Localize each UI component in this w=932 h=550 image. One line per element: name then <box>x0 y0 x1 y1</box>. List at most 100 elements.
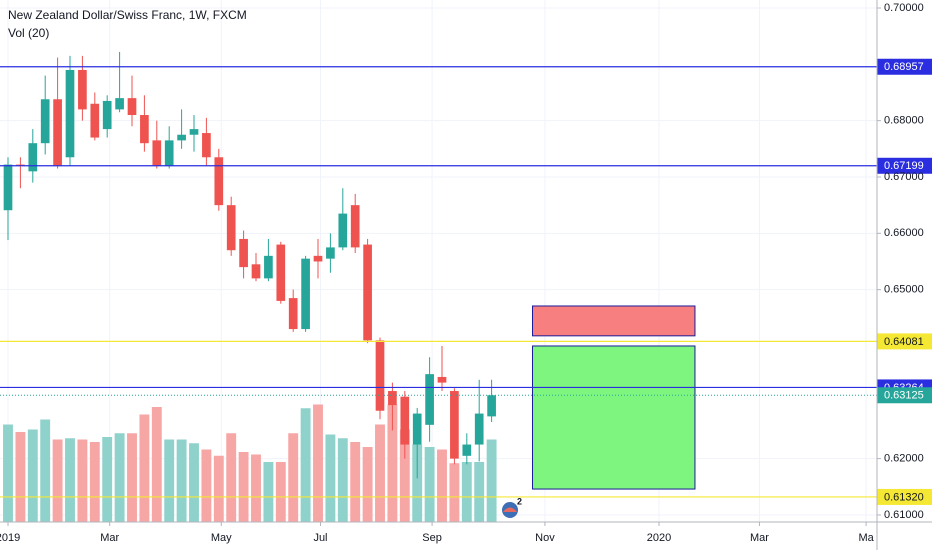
volume-bar <box>151 407 162 522</box>
volume-bar <box>213 455 224 522</box>
volume-bar <box>176 439 187 522</box>
volume-bar <box>226 433 237 522</box>
volume-bar <box>362 447 373 522</box>
candle-body <box>412 413 422 445</box>
candle-body <box>78 69 87 110</box>
candle-body <box>474 413 484 445</box>
candle-body <box>90 103 100 138</box>
volume-bar <box>412 444 423 522</box>
x-tick-label: Mar <box>100 532 119 544</box>
x-tick-label: Sep <box>422 532 442 544</box>
volume-bar <box>89 442 100 522</box>
price-label: 0.63125 <box>884 390 924 402</box>
volume-bar <box>437 449 447 522</box>
volume-bar <box>189 443 199 522</box>
candle-body <box>226 205 236 251</box>
zones <box>532 305 696 490</box>
volume-bar <box>300 408 311 522</box>
volume-bar <box>139 414 150 522</box>
candles <box>3 51 496 479</box>
candle-body <box>437 376 447 383</box>
price-label-bg <box>877 333 932 350</box>
x-tick-label: 2019 <box>0 532 20 544</box>
candle-body <box>127 98 137 116</box>
volume-bar <box>77 439 88 522</box>
candle-body <box>28 143 38 172</box>
price-label: 0.67199 <box>884 160 924 172</box>
price-label: 0.64081 <box>884 336 924 348</box>
volume-bar <box>251 454 261 522</box>
y-tick-label: 0.66000 <box>884 227 924 239</box>
volume-legend: Vol (20) <box>8 26 49 40</box>
candle-body <box>214 157 224 206</box>
candle-body <box>487 395 496 417</box>
candle-body <box>164 140 174 166</box>
candle-body <box>326 247 335 259</box>
candle-body <box>400 396 410 445</box>
volume <box>3 404 497 522</box>
candle-body <box>189 129 199 135</box>
levels: 0.689570.671990.640810.632640.613200.631… <box>0 58 932 505</box>
volume-bar <box>238 452 249 522</box>
volume-bar <box>275 462 286 522</box>
badge: 2 <box>517 496 522 506</box>
volume-bar <box>127 433 137 522</box>
volume-bar <box>3 424 13 522</box>
volume-bar <box>350 442 361 522</box>
y-tick-label: 0.65000 <box>884 284 924 296</box>
candle-body <box>140 115 149 144</box>
candle-body <box>152 140 162 166</box>
candle-body <box>388 391 397 406</box>
volume-bar <box>52 439 63 522</box>
volume-bar <box>27 429 38 522</box>
x-tick-label: Jul <box>313 532 327 544</box>
candle-body <box>450 391 459 459</box>
volume-bar <box>201 449 212 522</box>
candle-body <box>53 99 62 166</box>
volume-bar <box>288 433 299 522</box>
candle-body <box>338 213 348 248</box>
candle-body <box>462 444 472 456</box>
volume-bar <box>15 432 26 522</box>
volume-bar <box>375 424 385 522</box>
volume-bar <box>399 429 410 522</box>
zone <box>532 345 696 490</box>
volume-bar <box>486 439 497 522</box>
candle-body <box>425 374 434 425</box>
candle-body <box>288 298 298 330</box>
volume-bar <box>387 404 398 522</box>
price-label-bg <box>877 157 932 174</box>
candle-body <box>177 134 186 141</box>
axes: 0.70000 0.68000 0.67000 0.66000 0.65000 0.620… <box>0 2 924 544</box>
candle-body <box>301 258 310 330</box>
y-tick-label: 0.70000 <box>884 2 924 14</box>
volume-bar <box>313 404 323 522</box>
volume-bar <box>449 463 460 522</box>
candle-body <box>16 164 25 166</box>
volume-bar <box>424 447 435 522</box>
candle-body <box>251 264 261 279</box>
price-label-bg <box>877 387 932 404</box>
x-tick-label: Nov <box>535 532 555 544</box>
y-tick-label: 0.68000 <box>884 115 924 127</box>
volume-bar <box>337 438 348 522</box>
y-tick-label: 0.62000 <box>884 453 924 465</box>
price-label-bg <box>877 488 932 505</box>
price-label: 0.61320 <box>884 491 924 503</box>
candle-body <box>40 99 50 144</box>
volume-bar <box>325 434 336 522</box>
candle-body <box>276 244 286 301</box>
volume-bar <box>102 437 113 522</box>
x-tick-label: May <box>211 532 232 544</box>
candle-body <box>102 100 112 130</box>
volume-bar <box>65 438 75 522</box>
volume-bar <box>114 433 125 522</box>
volume-bar <box>40 419 51 522</box>
candle-body <box>65 69 75 158</box>
volume-bar <box>474 462 485 522</box>
x-tick-label: Ma <box>858 532 874 544</box>
candle-body <box>264 255 273 279</box>
candle-body <box>363 244 372 341</box>
